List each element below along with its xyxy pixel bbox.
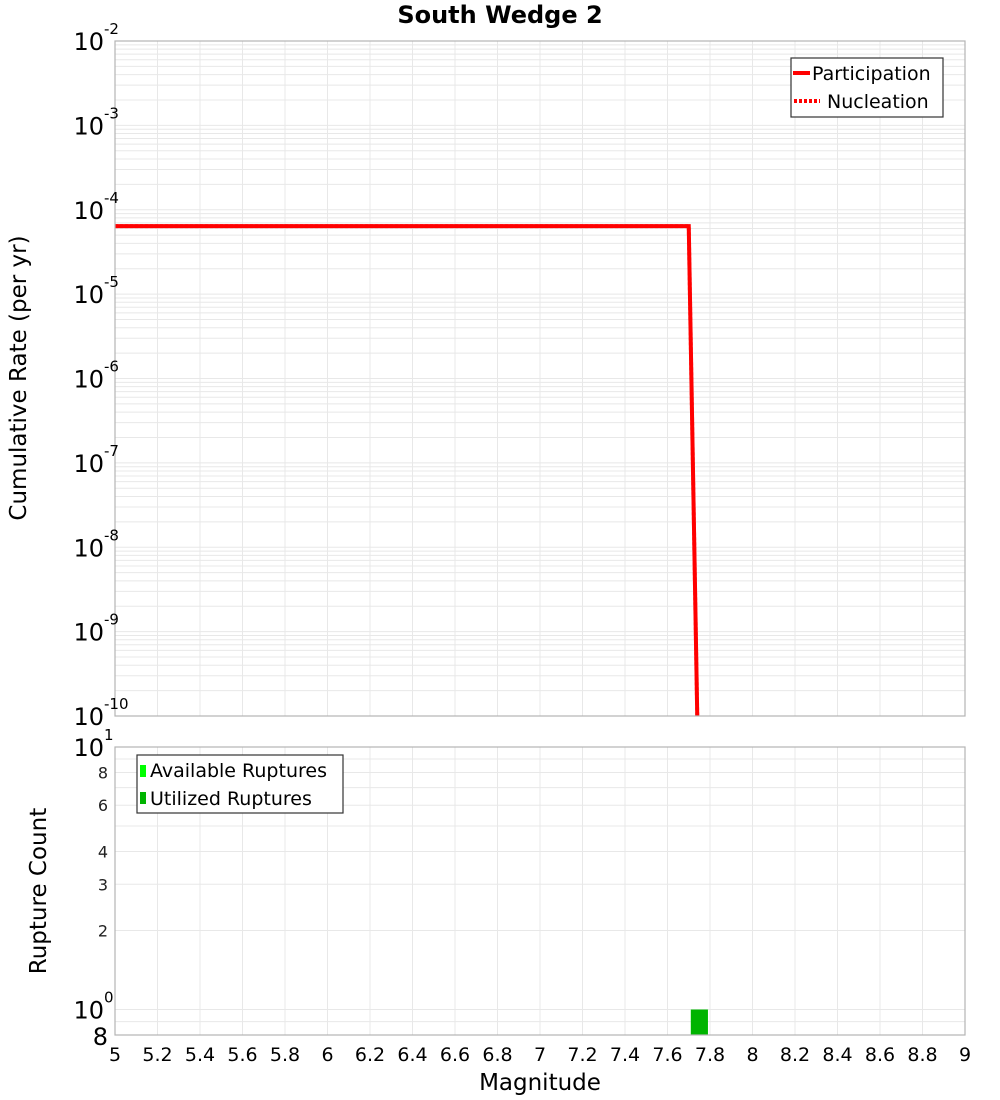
legend-available: Available Ruptures (150, 760, 327, 782)
y-tick-exponent: -5 (104, 273, 119, 291)
y-tick-exponent: -2 (104, 20, 119, 38)
y-tick-exponent: -10 (104, 695, 129, 713)
y-tick-label: 10 (73, 703, 104, 731)
x-tick-label: 8.8 (907, 1044, 937, 1066)
y-tick-label: 10 (73, 450, 104, 478)
y-tick-exponent: 1 (104, 726, 114, 744)
top-legend: Participation Nucleation (791, 58, 943, 117)
x-tick-label: 8.4 (822, 1044, 852, 1066)
y-tick-label: 10 (73, 197, 104, 225)
x-tick-label: 5.8 (270, 1044, 300, 1066)
y-tick-label: 10 (73, 997, 104, 1025)
x-tick-label: 7.6 (652, 1044, 682, 1066)
x-tick-label: 6.6 (440, 1044, 470, 1066)
x-tick-label: 8 (746, 1044, 758, 1066)
utilized-swatch-icon (140, 792, 146, 804)
y-tick-label: 10 (73, 281, 104, 309)
y-tick-label: 10 (73, 734, 104, 762)
y-tick-exponent: -3 (104, 104, 119, 122)
x-tick-label: 6 (321, 1044, 333, 1066)
y-tick-exponent: -7 (104, 442, 119, 460)
bottom-plot: 101864321008 Rupture Count Available Rup… (26, 726, 971, 1096)
y-tick-exponent: 0 (104, 989, 114, 1007)
x-tick-label: 9 (959, 1044, 971, 1066)
bottom-legend: Available Ruptures Utilized Ruptures (137, 755, 343, 813)
x-tick-label: 7.4 (610, 1044, 640, 1066)
y-tick-label: 4 (98, 842, 108, 861)
y-tick-exponent: -9 (104, 611, 119, 629)
y-tick-exponent: -4 (104, 189, 119, 207)
bottom-y-axis-label: Rupture Count (26, 808, 52, 974)
x-tick-label: 5.4 (185, 1044, 215, 1066)
legend-participation: Participation (812, 63, 931, 85)
x-tick-label: 6.8 (482, 1044, 512, 1066)
x-tick-label: 7.8 (695, 1044, 725, 1066)
y-tick-label: 10 (73, 366, 104, 394)
x-tick-label: 6.4 (397, 1044, 427, 1066)
x-axis-ticks: 5 5.2 5.4 5.6 5.8 6 6.2 6.4 6.6 6.8 7 7.2 7.4 7.6 7.8 8… (109, 1044, 971, 1066)
x-tick-label: 5.6 (227, 1044, 257, 1066)
y-tick-label: 10 (73, 112, 104, 140)
y-tick-label: 3 (98, 875, 108, 894)
x-axis-label: Magnitude (479, 1070, 601, 1096)
y-tick-label: 8 (98, 763, 108, 782)
x-tick-label: 7 (534, 1044, 546, 1066)
y-tick-exponent: -8 (104, 526, 119, 544)
legend-utilized: Utilized Ruptures (150, 788, 312, 810)
y-tick-label: 2 (98, 922, 108, 941)
x-tick-label: 5 (109, 1044, 121, 1066)
top-grid (115, 41, 965, 716)
top-plot: 10-210-310-410-510-610-710-810-910-10 Cu… (6, 20, 965, 731)
top-y-axis-label: Cumulative Rate (per yr) (6, 235, 32, 520)
y-tick-label: 6 (98, 796, 108, 815)
x-tick-label: 8.6 (865, 1044, 895, 1066)
y-tick-label: 10 (73, 619, 104, 647)
x-tick-label: 5.2 (142, 1044, 172, 1066)
available-swatch-icon (140, 765, 146, 777)
x-tick-label: 8.2 (780, 1044, 810, 1066)
y-tick-label: 8 (93, 1023, 108, 1051)
utilized-ruptures-bar (691, 1010, 708, 1035)
bottom-y-axis-ticks: 101864321008 (73, 726, 113, 1051)
y-tick-label: 10 (73, 534, 104, 562)
x-tick-label: 6.2 (355, 1044, 385, 1066)
bottom-series (691, 1010, 708, 1035)
chart-figure: South Wedge 2 10-210-310-410-510-610-710… (0, 0, 1000, 1100)
chart-title: South Wedge 2 (397, 1, 602, 29)
y-tick-label: 10 (73, 28, 104, 56)
y-tick-exponent: -6 (104, 358, 119, 376)
legend-nucleation: Nucleation (827, 91, 929, 113)
x-tick-label: 7.2 (567, 1044, 597, 1066)
